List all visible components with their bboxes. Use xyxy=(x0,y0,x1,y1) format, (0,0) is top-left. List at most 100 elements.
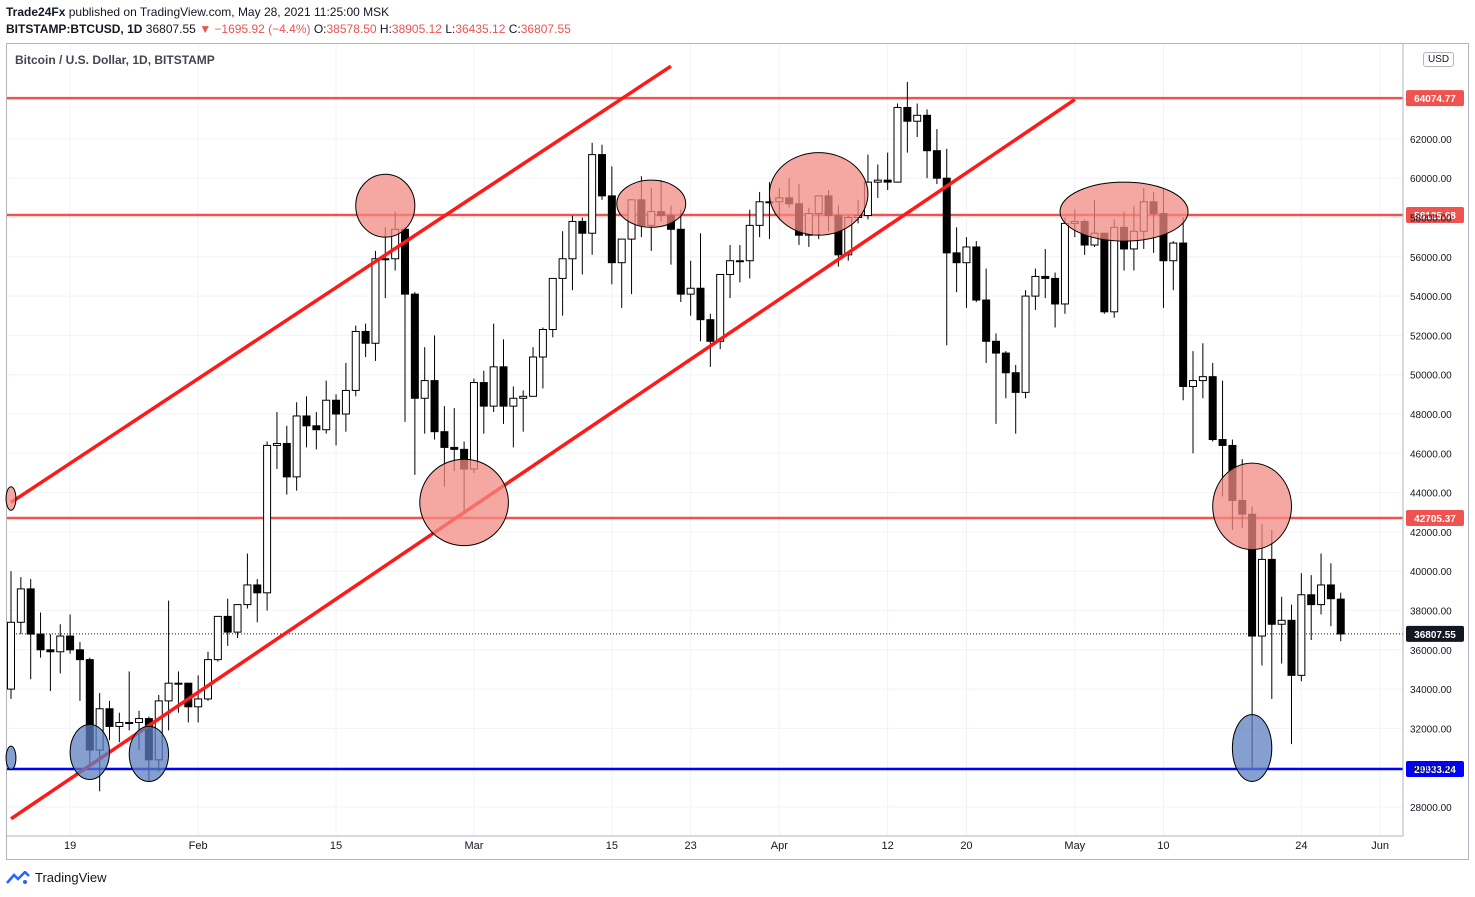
highlight-circle-red xyxy=(5,486,17,511)
y-tick-label: 30000.00 xyxy=(1410,764,1452,775)
candle xyxy=(548,277,557,331)
price-change: ▼ −1695.92 (−4.4%) xyxy=(199,22,311,36)
candle xyxy=(292,415,301,478)
candle xyxy=(253,584,262,594)
candle xyxy=(893,106,902,183)
candle xyxy=(1100,232,1109,313)
candle xyxy=(1031,275,1040,297)
level-label-bg xyxy=(1406,510,1464,527)
candle xyxy=(1011,372,1020,393)
candle xyxy=(716,273,725,342)
candle xyxy=(243,584,252,606)
y-tick-label: 36000.00 xyxy=(1410,646,1452,657)
candle xyxy=(371,258,380,344)
candle xyxy=(312,425,321,431)
low-label: L: xyxy=(445,22,456,36)
candle xyxy=(164,682,173,702)
chart-title: Bitcoin / U.S. Dollar, 1D, BITSTAMP xyxy=(15,53,215,67)
candle xyxy=(509,397,518,407)
symbol-line: BITSTAMP:BTCUSD, 1D xyxy=(6,22,143,36)
published-text: published on TradingView.com, May 28, 20… xyxy=(68,5,390,19)
candle xyxy=(1257,558,1266,637)
candle xyxy=(1179,242,1188,387)
footer: TradingView xyxy=(6,870,107,885)
brand-text[interactable]: TradingView xyxy=(35,870,107,885)
candle xyxy=(962,246,971,264)
candle xyxy=(499,366,508,407)
x-tick-label: 19 xyxy=(64,840,76,852)
candle xyxy=(1307,594,1316,606)
level-label: 58125.68 xyxy=(1414,211,1456,222)
symbol-header: BITSTAMP:BTCUSD, 1D 36807.55 ▼ −1695.92 … xyxy=(6,22,571,36)
candle xyxy=(420,380,429,399)
y-tick-label: 50000.00 xyxy=(1410,371,1452,382)
candle xyxy=(696,287,705,321)
y-tick-label: 40000.00 xyxy=(1410,567,1452,578)
trendline xyxy=(10,98,1076,821)
candle xyxy=(1021,295,1030,393)
currency-badge[interactable]: USD xyxy=(1423,52,1455,67)
candle xyxy=(538,329,547,358)
candle xyxy=(450,446,459,450)
y-tick-label: 32000.00 xyxy=(1410,724,1452,735)
tradingview-logo-icon xyxy=(6,870,30,884)
highlight-circle-red xyxy=(1212,462,1292,551)
candle xyxy=(558,258,567,279)
y-tick-label: 56000.00 xyxy=(1410,253,1452,264)
level-label: 64074.77 xyxy=(1414,94,1456,105)
x-tick-label: 12 xyxy=(882,840,894,852)
publisher-name[interactable]: Trade24Fx xyxy=(6,5,66,19)
y-tick-label: 52000.00 xyxy=(1410,331,1452,342)
highlight-circle-red xyxy=(768,152,869,236)
candle xyxy=(1326,584,1335,600)
candle xyxy=(184,682,193,708)
x-tick-label: May xyxy=(1064,840,1085,852)
candle xyxy=(923,114,932,152)
highlight-circle-blue xyxy=(128,725,170,782)
candle xyxy=(982,299,991,342)
y-tick-label: 46000.00 xyxy=(1410,449,1452,460)
y-tick-label: 48000.00 xyxy=(1410,410,1452,421)
level-label: 29933.24 xyxy=(1414,765,1456,776)
candle xyxy=(430,380,439,433)
candle xyxy=(361,330,370,344)
candle xyxy=(26,588,35,635)
chart-frame xyxy=(6,43,1469,860)
candle xyxy=(735,260,744,263)
candle xyxy=(1277,619,1286,625)
candle xyxy=(1287,619,1296,676)
x-tick-label: 10 xyxy=(1157,840,1169,852)
candle xyxy=(913,114,922,122)
candle xyxy=(1297,594,1306,676)
candle xyxy=(56,635,65,653)
candle xyxy=(489,366,498,407)
candle xyxy=(883,179,892,183)
close-value: 36807.55 xyxy=(520,22,571,36)
highlight-circles xyxy=(5,152,1292,782)
candle xyxy=(263,444,272,594)
y-tick-label: 44000.00 xyxy=(1410,489,1452,500)
candle xyxy=(873,179,882,183)
highlight-circle-blue xyxy=(5,745,17,771)
highlight-circle-red xyxy=(355,173,416,238)
level-label-bg xyxy=(1406,761,1464,778)
candle xyxy=(105,708,114,727)
high-value: 38905.12 xyxy=(391,22,442,36)
candle xyxy=(1169,242,1178,262)
candle xyxy=(1060,222,1069,305)
candle xyxy=(213,615,222,661)
x-tick-label: Feb xyxy=(189,840,208,852)
candle xyxy=(952,252,961,264)
candle xyxy=(1208,376,1217,441)
y-tick-label: 34000.00 xyxy=(1410,685,1452,696)
highlight-circle-red xyxy=(616,179,687,228)
candle xyxy=(1267,558,1276,625)
y-tick-label: 62000.00 xyxy=(1410,135,1452,146)
candle xyxy=(1041,275,1050,279)
candle xyxy=(204,659,212,700)
candle xyxy=(598,154,606,197)
x-tick-label: 23 xyxy=(685,840,697,852)
candle xyxy=(272,442,281,446)
candle xyxy=(1189,380,1197,387)
